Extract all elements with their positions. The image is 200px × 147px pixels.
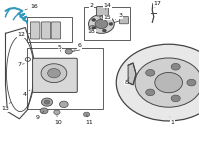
FancyBboxPatch shape [96,7,108,16]
Text: 7: 7 [17,62,24,67]
Circle shape [109,22,113,25]
Text: 17: 17 [154,1,162,7]
Circle shape [41,98,53,106]
Circle shape [135,58,200,107]
FancyBboxPatch shape [51,22,61,39]
Circle shape [54,110,60,115]
Bar [27,48,103,109]
Circle shape [155,72,182,93]
FancyBboxPatch shape [30,22,40,39]
FancyBboxPatch shape [33,58,77,92]
Text: 2: 2 [90,3,96,9]
Polygon shape [128,63,136,85]
Circle shape [40,108,48,114]
Text: 1: 1 [170,117,175,125]
Text: 13: 13 [2,102,11,111]
Text: 15: 15 [103,15,111,20]
Circle shape [146,70,155,76]
FancyBboxPatch shape [119,17,129,24]
Circle shape [171,63,180,70]
Text: 18: 18 [88,28,95,34]
Text: 9: 9 [36,111,44,120]
Text: 10: 10 [54,115,62,125]
FancyBboxPatch shape [41,22,51,39]
Circle shape [95,19,108,29]
Circle shape [59,101,68,107]
Bar [27,17,72,42]
Circle shape [187,79,196,86]
Text: 3: 3 [115,14,122,20]
Circle shape [92,18,96,21]
Circle shape [146,89,155,96]
Text: 12: 12 [17,32,30,37]
Text: 14: 14 [103,3,111,9]
Circle shape [102,16,106,19]
Text: 8: 8 [124,77,129,85]
Circle shape [44,100,50,104]
Circle shape [41,64,67,83]
Text: 11: 11 [86,115,93,125]
Circle shape [92,27,96,30]
Circle shape [171,95,180,102]
Text: 6: 6 [74,43,82,51]
Text: 5: 5 [58,45,62,51]
Circle shape [89,15,114,33]
Circle shape [83,112,90,117]
Text: 16: 16 [25,4,38,10]
Circle shape [102,29,106,32]
Circle shape [116,44,200,121]
Bar [84,7,130,40]
Text: 4: 4 [22,90,30,97]
Circle shape [65,49,72,54]
Circle shape [48,69,60,78]
